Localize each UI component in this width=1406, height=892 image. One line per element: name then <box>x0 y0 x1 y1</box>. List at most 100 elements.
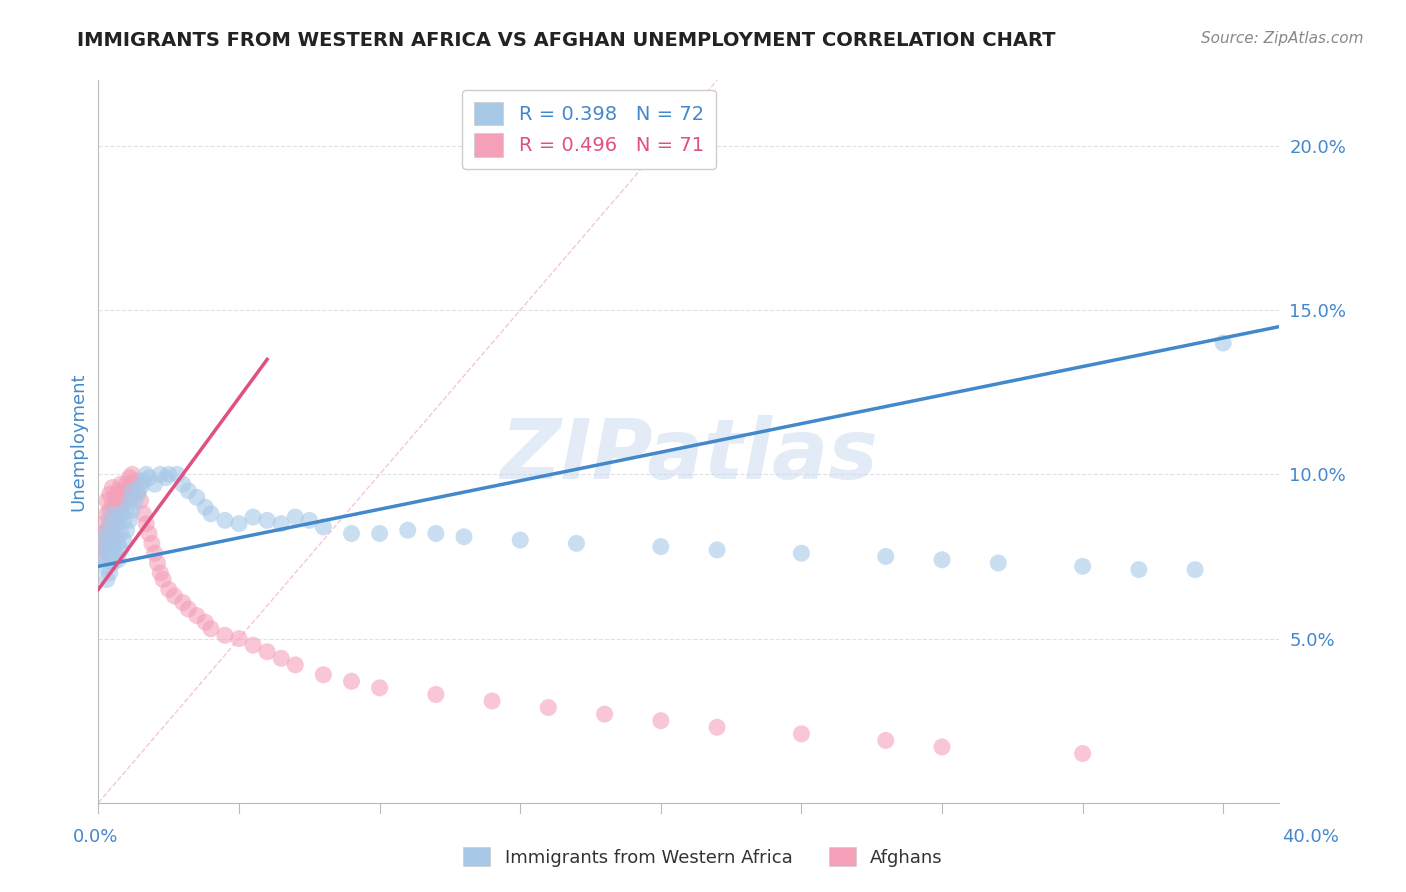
Point <box>98 549 121 564</box>
Point <box>141 536 163 550</box>
Point <box>118 470 141 484</box>
Point <box>368 526 391 541</box>
Point <box>93 516 115 531</box>
Point <box>132 507 155 521</box>
Point <box>453 530 475 544</box>
Point <box>90 549 112 564</box>
Point <box>90 533 112 547</box>
Point <box>107 483 129 498</box>
Point <box>118 513 141 527</box>
Point <box>135 516 157 531</box>
Point <box>98 487 121 501</box>
Point <box>228 632 250 646</box>
Point <box>186 491 208 505</box>
Point <box>650 540 672 554</box>
Point <box>121 483 143 498</box>
Point <box>340 526 363 541</box>
Point <box>875 733 897 747</box>
Point <box>650 714 672 728</box>
Point <box>706 720 728 734</box>
Point <box>143 477 166 491</box>
Point <box>115 523 138 537</box>
Point <box>96 493 118 508</box>
Point <box>172 477 194 491</box>
Point <box>270 651 292 665</box>
Point <box>1128 563 1150 577</box>
Point <box>194 500 217 515</box>
Point <box>790 727 813 741</box>
Point <box>163 589 186 603</box>
Point <box>124 493 146 508</box>
Point <box>104 516 127 531</box>
Point <box>155 470 177 484</box>
Point <box>987 556 1010 570</box>
Point <box>931 739 953 754</box>
Point <box>132 474 155 488</box>
Point <box>312 667 335 681</box>
Point <box>110 526 132 541</box>
Point <box>101 526 124 541</box>
Point <box>110 477 132 491</box>
Point <box>104 546 127 560</box>
Point <box>121 477 143 491</box>
Point <box>104 491 127 505</box>
Point <box>593 707 616 722</box>
Point <box>90 549 112 564</box>
Point <box>107 553 129 567</box>
Point <box>200 507 222 521</box>
Point <box>284 657 307 672</box>
Point <box>96 526 118 541</box>
Point <box>340 674 363 689</box>
Point <box>101 540 124 554</box>
Point <box>194 615 217 630</box>
Point <box>98 503 121 517</box>
Point <box>1071 559 1094 574</box>
Point <box>256 645 278 659</box>
Legend: Immigrants from Western Africa, Afghans: Immigrants from Western Africa, Afghans <box>456 840 950 874</box>
Point <box>1212 336 1234 351</box>
Point <box>93 526 115 541</box>
Point <box>101 526 124 541</box>
Text: 40.0%: 40.0% <box>1282 828 1339 846</box>
Point <box>110 542 132 557</box>
Text: Source: ZipAtlas.com: Source: ZipAtlas.com <box>1201 31 1364 46</box>
Y-axis label: Unemployment: Unemployment <box>69 372 87 511</box>
Point <box>101 497 124 511</box>
Point <box>96 536 118 550</box>
Point <box>256 513 278 527</box>
Text: ZIPatlas: ZIPatlas <box>501 416 877 497</box>
Point <box>104 513 127 527</box>
Point <box>228 516 250 531</box>
Point <box>152 573 174 587</box>
Point <box>242 638 264 652</box>
Point <box>101 510 124 524</box>
Point <box>790 546 813 560</box>
Point <box>107 536 129 550</box>
Point <box>481 694 503 708</box>
Point <box>96 542 118 557</box>
Point <box>98 566 121 580</box>
Point <box>157 467 180 482</box>
Point <box>166 467 188 482</box>
Point <box>146 556 169 570</box>
Point <box>135 467 157 482</box>
Point <box>98 516 121 531</box>
Point <box>112 483 135 498</box>
Point <box>110 507 132 521</box>
Point <box>214 628 236 642</box>
Point <box>298 513 321 527</box>
Point <box>149 467 172 482</box>
Point <box>115 503 138 517</box>
Point <box>104 533 127 547</box>
Point <box>110 503 132 517</box>
Point <box>172 595 194 609</box>
Point <box>177 602 200 616</box>
Point <box>565 536 588 550</box>
Point <box>875 549 897 564</box>
Point <box>98 533 121 547</box>
Point <box>118 493 141 508</box>
Point <box>101 481 124 495</box>
Point <box>112 533 135 547</box>
Point <box>931 553 953 567</box>
Text: IMMIGRANTS FROM WESTERN AFRICA VS AFGHAN UNEMPLOYMENT CORRELATION CHART: IMMIGRANTS FROM WESTERN AFRICA VS AFGHAN… <box>77 31 1056 50</box>
